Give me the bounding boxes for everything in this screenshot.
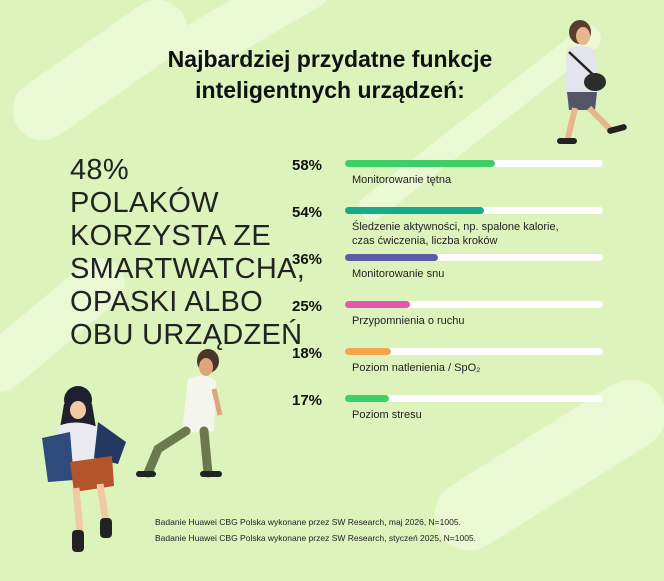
category-label: Monitorowanie tętna [352, 173, 592, 187]
bar-track [345, 301, 603, 308]
bar [345, 348, 392, 355]
category-label-line: Przypomnienia o ruchu [352, 315, 465, 327]
headline-line: POLAKÓW [70, 187, 219, 219]
walking-person-illustration [42, 386, 126, 552]
bar [345, 395, 389, 402]
bar-track [345, 348, 603, 355]
category-label-line: Monitorowanie snu [352, 268, 445, 280]
category-label-line: czas ćwiczenia, liczba kroków [352, 235, 498, 247]
bar [345, 254, 438, 261]
title-line: inteligentnych urządzeń: [195, 77, 465, 103]
bar-track [345, 254, 603, 261]
source-note: Badanie Huawei CBG Polska wykonane przez… [155, 514, 535, 546]
source-line: Badanie Huawei CBG Polska wykonane przez… [155, 517, 461, 527]
category-label: Przypomnienia o ruchu [352, 314, 592, 328]
category-label: Monitorowanie snu [352, 267, 592, 281]
bar-row: 58% Monitorowanie tętna [292, 157, 622, 203]
page-title: Najbardziej przydatne funkcje inteligent… [110, 44, 550, 106]
title-line: Najbardziej przydatne funkcje [167, 46, 493, 72]
value-label: 58% [292, 157, 323, 174]
headline-line: OPASKI ALBO [70, 286, 263, 318]
headline-line: SMARTWATCHA, [70, 253, 306, 285]
bar-row: 17% Poziom stresu [292, 392, 622, 438]
bar-row: 18% Poziom natlenienia / SpO₂ [292, 345, 622, 391]
value-label: 25% [292, 298, 323, 315]
bar-track [345, 207, 603, 214]
category-label: Poziom stresu [352, 408, 592, 422]
bar-row: 54% Śledzenie aktywności, np. spalone ka… [292, 204, 622, 250]
value-label: 18% [292, 345, 323, 362]
category-label-line: Monitorowanie tętna [352, 174, 452, 186]
category-label-line: Poziom natlenienia / SpO₂ [352, 362, 481, 374]
bar-track [345, 395, 603, 402]
bar [345, 160, 495, 167]
category-label-line: Śledzenie aktywności, np. spalone kalori… [352, 221, 559, 233]
category-label: Poziom natlenienia / SpO₂ [352, 361, 592, 375]
bar-row: 36% Monitorowanie snu [292, 251, 622, 297]
category-label: Śledzenie aktywności, np. spalone kalori… [352, 220, 592, 248]
bar [345, 207, 485, 214]
headline-line: 48% [70, 154, 129, 186]
value-label: 54% [292, 204, 323, 221]
headline-line: KORZYSTA ZE [70, 220, 271, 252]
bar-track [345, 160, 603, 167]
value-label: 36% [292, 251, 323, 268]
bar-row: 25% Przypomnienia o ruchu [292, 298, 622, 344]
source-line: Badanie Huawei CBG Polska wykonane przez… [155, 533, 477, 543]
walking-person-illustration [557, 20, 627, 144]
value-label: 17% [292, 392, 323, 409]
headline-stat: 48% POLAKÓW KORZYSTA ZE SMARTWATCHA, OPA… [70, 154, 306, 352]
walking-person-illustration [136, 349, 223, 478]
bar [345, 301, 410, 308]
category-label-line: Poziom stresu [352, 409, 422, 421]
headline-line: OBU URZĄDZEŃ [70, 319, 303, 351]
